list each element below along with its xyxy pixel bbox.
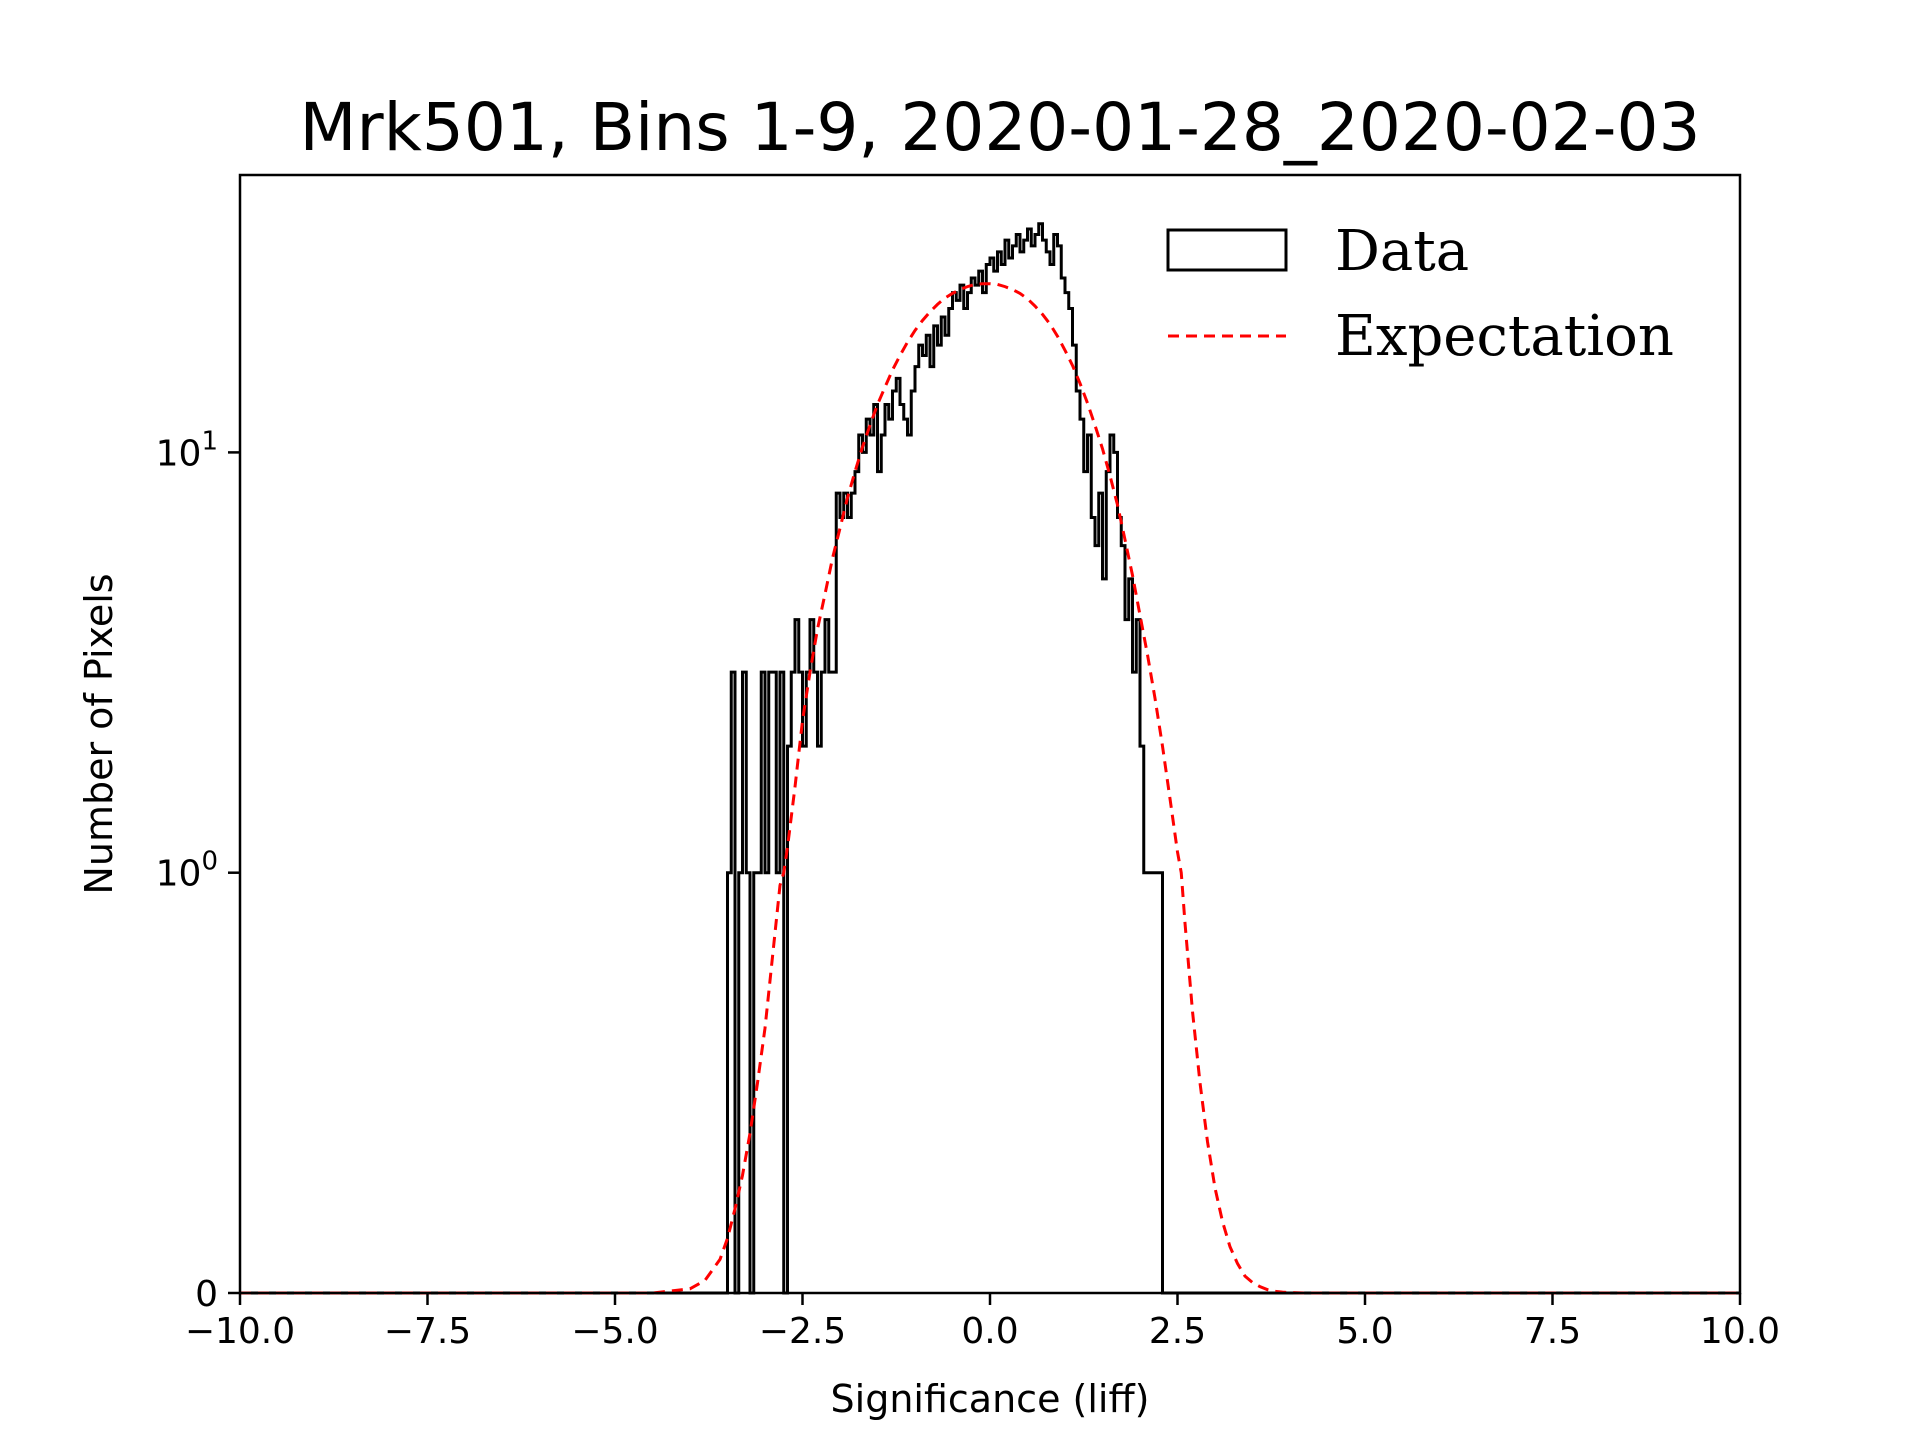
chart-title: Mrk501, Bins 1-9, 2020-01-28_2020-02-03 bbox=[300, 89, 1701, 166]
x-tick-label: 0.0 bbox=[961, 1311, 1018, 1352]
y-tick-label: 0 bbox=[195, 1274, 218, 1315]
y-axis-ticks: 0 100 101 bbox=[156, 426, 240, 1315]
x-tick-label: −2.5 bbox=[759, 1311, 846, 1352]
y-tick-label: 101 bbox=[156, 426, 218, 474]
legend-data-swatch bbox=[1166, 228, 1288, 272]
legend: Data Expectation bbox=[1166, 219, 1674, 369]
x-tick-label: 2.5 bbox=[1149, 1311, 1206, 1352]
x-axis-ticks: −10.0 −7.5 −5.0 −2.5 0.0 2.5 5.0 7.5 10.0 bbox=[185, 1293, 1780, 1352]
x-tick-label: −7.5 bbox=[384, 1311, 471, 1352]
plot-frame bbox=[238, 173, 1742, 1295]
x-tick-label: 5.0 bbox=[1336, 1311, 1393, 1352]
y-tick-label: 100 bbox=[156, 847, 218, 895]
legend-label-data: Data bbox=[1335, 219, 1469, 284]
x-tick-label: −5.0 bbox=[571, 1311, 658, 1352]
x-tick-label: −10.0 bbox=[185, 1311, 295, 1352]
data-histogram-step bbox=[240, 222, 1740, 1295]
plot-background bbox=[240, 175, 1740, 1293]
expectation-curve bbox=[240, 282, 1740, 1295]
y-axis-label: Number of Pixels bbox=[77, 573, 121, 894]
x-axis-label: Significance (liff) bbox=[831, 1377, 1150, 1421]
x-tick-label: 7.5 bbox=[1524, 1311, 1581, 1352]
x-tick-label: 10.0 bbox=[1700, 1311, 1780, 1352]
legend-label-expectation: Expectation bbox=[1335, 304, 1674, 369]
plot-area bbox=[240, 175, 1740, 1295]
